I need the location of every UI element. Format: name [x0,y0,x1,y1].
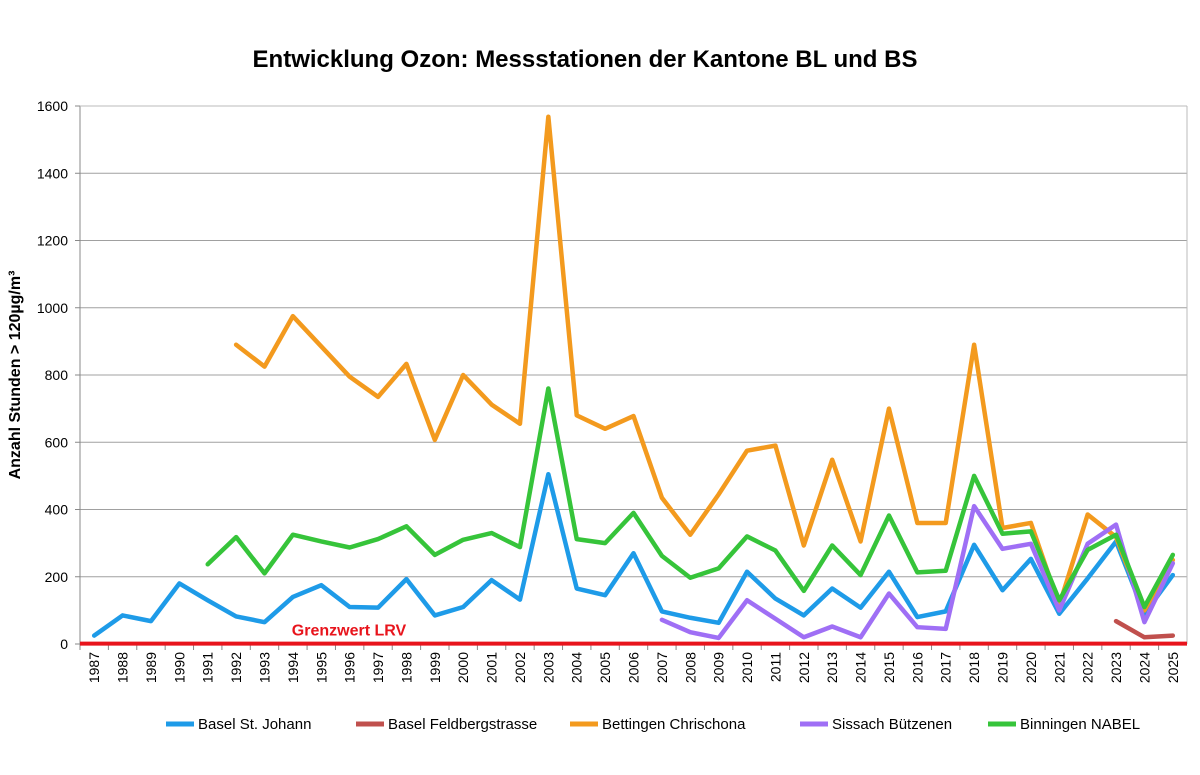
series-line-bettingen-chrischona [233,114,1176,613]
legend-label: Basel St. Johann [198,716,311,733]
y-tick-label: 600 [45,434,69,450]
x-tick-label: 2011 [767,652,783,682]
x-tick-label: 2024 [1136,652,1152,683]
x-tick-label: 2009 [711,652,727,683]
series-line-basel-st-johann [91,471,1176,638]
x-tick-label: 2008 [682,652,698,683]
y-tick-label: 1400 [37,165,68,181]
reference-line-label: Grenzwert LRV [292,623,407,640]
x-tick-label: 1987 [86,652,102,683]
x-tick-label: 2025 [1165,652,1181,683]
y-axis-label: Anzahl Stunden > 120µg/m³ [7,271,24,480]
series-line-binningen-nabel [205,386,1176,610]
x-tick-label: 1999 [427,652,443,683]
x-tick-label: 1992 [228,652,244,683]
x-tick-label: 2007 [654,652,670,683]
x-tick-label: 2015 [881,652,897,683]
x-tick-label: 2019 [995,652,1011,683]
x-tick-label: 1989 [143,652,159,683]
x-tick-label: 2023 [1108,652,1124,683]
x-tick-label: 2003 [540,652,556,683]
x-tick-label: 1995 [313,652,329,683]
y-tick-label: 1600 [37,98,68,114]
x-tick-label: 2014 [853,652,869,683]
x-tick-label: 2004 [569,652,585,683]
x-tick-label: 2013 [824,652,840,683]
x-tick-label: 1990 [171,652,187,683]
chart-title: Entwicklung Ozon: Messstationen der Kant… [252,46,918,73]
y-tick-label: 400 [45,502,69,518]
x-tick-label: 1988 [115,652,131,683]
x-tick-label: 2005 [597,652,613,683]
legend-label: Binningen NABEL [1020,716,1140,733]
x-tick-label: 2012 [796,652,812,683]
y-tick-label: 200 [45,569,69,585]
x-tick-label: 2010 [739,652,755,683]
legend-label: Basel Feldbergstrasse [388,716,537,733]
legend-label: Sissach Bützenen [832,716,952,733]
x-tick-label: 2021 [1051,652,1067,683]
x-tick-label: 2001 [484,652,500,683]
y-tick-label: 0 [60,636,68,652]
y-tick-label: 800 [45,367,69,383]
x-tick-label: 1996 [342,652,358,683]
x-tick-label: 2018 [966,652,982,683]
x-tick-label: 2020 [1023,652,1039,683]
x-tick-label: 2002 [512,652,528,683]
x-tick-label: 1997 [370,652,386,683]
y-tick-label: 1000 [37,300,68,316]
x-tick-label: 2022 [1080,652,1096,683]
x-tick-label: 2017 [938,652,954,683]
x-tick-label: 1998 [398,652,414,683]
legend-label: Bettingen Chrischona [602,716,746,733]
x-tick-label: 1993 [257,652,273,683]
x-tick-label: 2000 [455,652,471,683]
x-tick-label: 2016 [909,652,925,683]
x-tick-label: 1994 [285,652,301,683]
y-tick-label: 1200 [37,233,68,249]
x-tick-label: 1991 [200,652,216,683]
x-tick-label: 2006 [626,652,642,683]
